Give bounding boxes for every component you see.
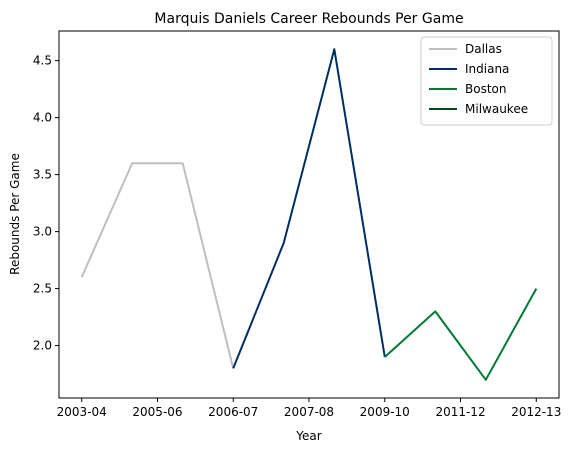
x-tick-label: 2009-10 — [360, 405, 410, 419]
legend: Dallas Indiana Boston Milwaukee — [420, 36, 553, 126]
legend-box — [420, 36, 553, 126]
y-axis: 2.0 2.5 3.0 3.5 4.0 4.5 — [33, 54, 59, 353]
y-axis-label: Rebounds Per Game — [8, 153, 22, 275]
series-line-boston — [384, 288, 538, 381]
x-tick-label: 2005-06 — [132, 405, 182, 419]
chart-title: Marquis Daniels Career Rebounds Per Game — [154, 11, 463, 27]
legend-label-indiana: Indiana — [465, 62, 509, 76]
legend-label-dallas: Dallas — [465, 42, 502, 56]
y-tick-label: 4.0 — [33, 111, 52, 125]
y-tick-label: 4.5 — [33, 54, 52, 68]
plot-area — [80, 48, 538, 381]
x-tick-label: 2003-04 — [57, 405, 107, 419]
y-tick-label: 2.0 — [33, 339, 52, 353]
y-tick-label: 2.5 — [33, 282, 52, 296]
x-tick-label: 2011-12 — [435, 405, 485, 419]
series-line-dallas — [80, 162, 235, 369]
x-axis-label: Year — [295, 429, 321, 443]
series-line-indiana — [232, 48, 386, 369]
y-tick-label: 3.5 — [33, 168, 52, 182]
legend-label-milwaukee: Milwaukee — [465, 102, 528, 116]
legend-label-boston: Boston — [465, 82, 506, 96]
x-tick-label: 2007-08 — [284, 405, 334, 419]
x-axis: 2003-04 2005-06 2006-07 2007-08 2009-10 2011-… — [57, 398, 561, 419]
x-tick-label: 2006-07 — [208, 405, 258, 419]
x-tick-label: 2012-13 — [511, 405, 561, 419]
y-tick-label: 3.0 — [33, 225, 52, 239]
